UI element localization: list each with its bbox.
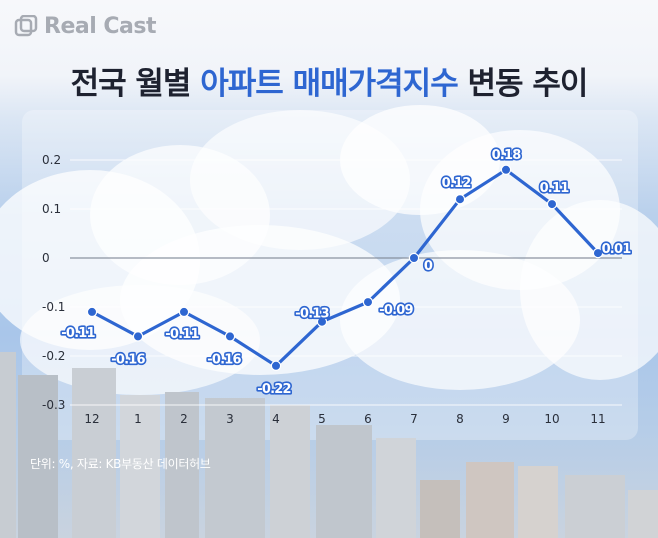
data-point <box>546 198 558 210</box>
x-tick-label: 5 <box>318 412 326 426</box>
data-point <box>316 316 328 327</box>
data-label: -0.16 <box>111 352 145 367</box>
data-label: -0.22 <box>257 382 290 397</box>
title-highlight: 아파트 매매가격지수 <box>200 66 458 102</box>
data-point <box>454 193 466 205</box>
x-tick-label: 11 <box>590 412 605 426</box>
x-tick-label: 12 <box>84 412 99 426</box>
x-tick-label: 4 <box>272 412 280 426</box>
x-tick-label: 3 <box>226 412 234 426</box>
brand-logo: Real Cast <box>14 14 157 39</box>
chart-panel <box>22 110 638 440</box>
logo-icon <box>14 14 38 36</box>
y-tick-label: 0.2 <box>42 153 61 167</box>
footnote: 단위: %, 자료: KB부동산 데이터허브 <box>30 457 211 471</box>
data-point <box>178 306 190 318</box>
data-label: -0.11 <box>165 327 199 342</box>
series-line <box>86 164 604 371</box>
data-point <box>86 306 98 318</box>
title-part1: 전국 월별 <box>70 66 201 102</box>
brand-name: Real Cast <box>44 14 157 39</box>
data-point <box>362 296 374 308</box>
series-polyline <box>90 168 600 368</box>
x-tick-label: 9 <box>502 412 510 426</box>
x-tick-label: 6 <box>364 412 372 426</box>
data-label: -0.16 <box>207 352 241 367</box>
data-label: 0.12 <box>442 176 471 191</box>
city-buildings <box>0 352 658 538</box>
data-label: 0.18 <box>492 148 522 163</box>
data-label: -0.09 <box>379 303 413 318</box>
data-label: -0.13 <box>295 307 329 322</box>
y-tick-label: -0.1 <box>42 300 65 314</box>
x-axis-ticks: 12 1 2 3 4 5 6 7 8 9 10 11 <box>84 412 605 426</box>
x-tick-label: 7 <box>410 412 418 426</box>
data-labels: -0.11 -0.16 -0.11 -0.16 -0.22 -0.13 -0.09 0 0.12… <box>60 146 634 398</box>
y-tick-label: 0 <box>42 251 50 265</box>
data-point <box>132 331 144 342</box>
data-point <box>270 360 282 371</box>
data-label: 0 <box>424 259 433 274</box>
y-tick-label: 0.1 <box>42 202 61 216</box>
grid-lines <box>70 159 622 406</box>
y-tick-label: -0.2 <box>42 349 65 363</box>
chart-title: 전국 월별 아파트 매매가격지수 변동 추이 <box>0 58 658 103</box>
y-axis-ticks: 0.2 0.1 0 -0.1 -0.2 -0.3 <box>42 153 65 412</box>
x-tick-label: 2 <box>180 412 188 426</box>
data-label: 0.01 <box>602 242 632 257</box>
data-point <box>224 331 236 342</box>
data-point <box>592 247 604 259</box>
x-tick-label: 1 <box>134 412 142 426</box>
y-tick-label: -0.3 <box>42 398 65 412</box>
title-part2: 변동 추이 <box>457 66 589 102</box>
x-tick-label: 8 <box>456 412 464 426</box>
data-point <box>408 252 420 264</box>
data-label: -0.11 <box>61 326 95 341</box>
data-point <box>500 164 512 175</box>
data-label: 0.11 <box>540 181 570 196</box>
x-tick-label: 10 <box>544 412 559 426</box>
